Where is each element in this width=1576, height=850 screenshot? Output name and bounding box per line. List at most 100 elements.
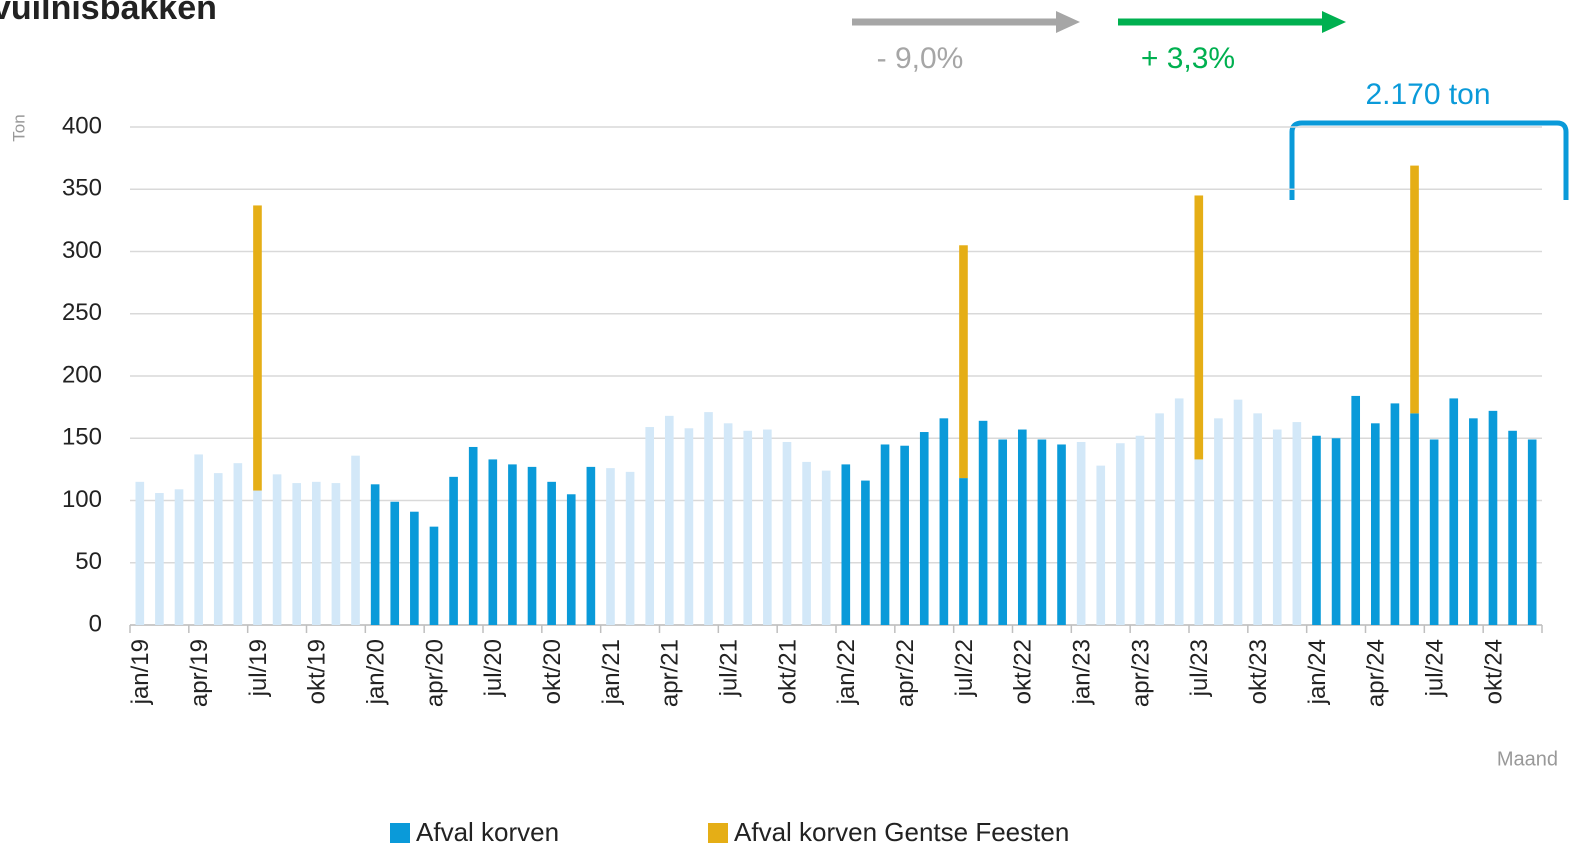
bar [1410,165,1419,414]
bar [880,444,890,625]
bar [449,476,458,625]
bar [939,418,949,625]
y-tick-label: 250 [62,299,102,326]
bar [292,483,302,625]
bar [1037,439,1047,625]
x-tick-label: jan/21 [598,639,625,705]
x-tick-label: apr/22 [892,639,919,707]
bar [390,501,400,625]
bracket [1289,120,1569,200]
x-tick-label: okt/23 [1245,639,1272,704]
bar [311,481,321,625]
x-tick-label: okt/22 [1010,639,1037,704]
bar [1527,439,1537,625]
bar [1233,399,1243,625]
bar [1194,459,1204,625]
bar [723,423,733,625]
x-tick-label: okt/20 [539,639,566,704]
x-tick-label: jan/19 [127,639,154,705]
bar [684,428,694,625]
x-tick-label: jan/24 [1304,639,1331,705]
x-tick-label: apr/19 [186,639,213,707]
bar [1312,435,1321,625]
bar [821,470,831,625]
bar [1351,395,1361,625]
bar [1155,413,1164,625]
x-tick-label: jul/21 [715,639,742,697]
bar [1331,438,1341,625]
y-tick-label: 300 [62,237,102,264]
annotation: - 9,0% [877,42,964,75]
bar [1469,418,1478,625]
x-tick-label: jan/22 [833,639,860,705]
y-tick-label: 0 [89,610,102,637]
bar [959,478,968,625]
legend-label: Afval korven [416,817,559,847]
arrow-head [1056,11,1080,33]
bar [1057,444,1066,625]
bar [743,430,753,625]
bar [1096,465,1106,625]
bar [861,480,870,625]
bar [488,459,498,625]
bar [586,466,596,625]
bar [135,481,145,625]
bar [625,471,635,625]
annotation: 2.170 ton [1365,78,1490,111]
bar [253,490,262,625]
bar [155,493,164,625]
bar [841,464,851,625]
bar [664,415,674,625]
bar [704,412,713,625]
x-axis-label: Maand [1497,748,1558,770]
bar [1449,398,1459,625]
bar [468,446,478,625]
bar [351,455,360,625]
arrow-head [1322,11,1346,33]
bar [1410,413,1419,625]
bar [1076,441,1086,625]
bar [1292,422,1302,625]
y-tick-label: 200 [62,361,102,388]
chart-title: vuilnisbakken [0,0,217,27]
bar [900,445,909,625]
y-tick-label: 400 [62,112,102,139]
x-tick-label: apr/23 [1127,639,1154,707]
legend-swatch [390,823,410,843]
x-tick-label: jan/23 [1068,639,1095,705]
x-tick-label: jul/20 [480,639,507,697]
bar [978,420,988,625]
bar [919,432,929,625]
bar [1174,398,1184,625]
x-tick-label: okt/21 [774,639,801,704]
y-axis-label: Ton [9,114,28,141]
y-tick-label: 150 [62,424,102,451]
y-tick-label: 50 [75,548,102,575]
bar [645,427,655,625]
bar [370,484,380,625]
bar [1253,413,1262,625]
bar [1135,435,1145,625]
bar [233,463,243,625]
bar [1116,443,1125,625]
bar [1017,429,1027,625]
bar [194,454,203,625]
bar [606,468,615,625]
x-tick-label: apr/20 [421,639,448,707]
bar [1488,410,1498,625]
bar [998,439,1008,625]
x-tick-label: jul/24 [1421,639,1448,697]
bar [1272,429,1282,625]
bar [527,466,537,625]
bar [174,489,184,625]
y-tick-label: 350 [62,175,102,202]
x-tick-label: jan/20 [362,639,389,705]
bar [410,511,419,625]
x-tick-label: jul/19 [245,639,272,697]
x-tick-label: jul/22 [951,639,978,697]
bar [566,494,576,625]
bar [429,526,439,625]
bar [272,474,282,625]
bar [1370,423,1380,625]
